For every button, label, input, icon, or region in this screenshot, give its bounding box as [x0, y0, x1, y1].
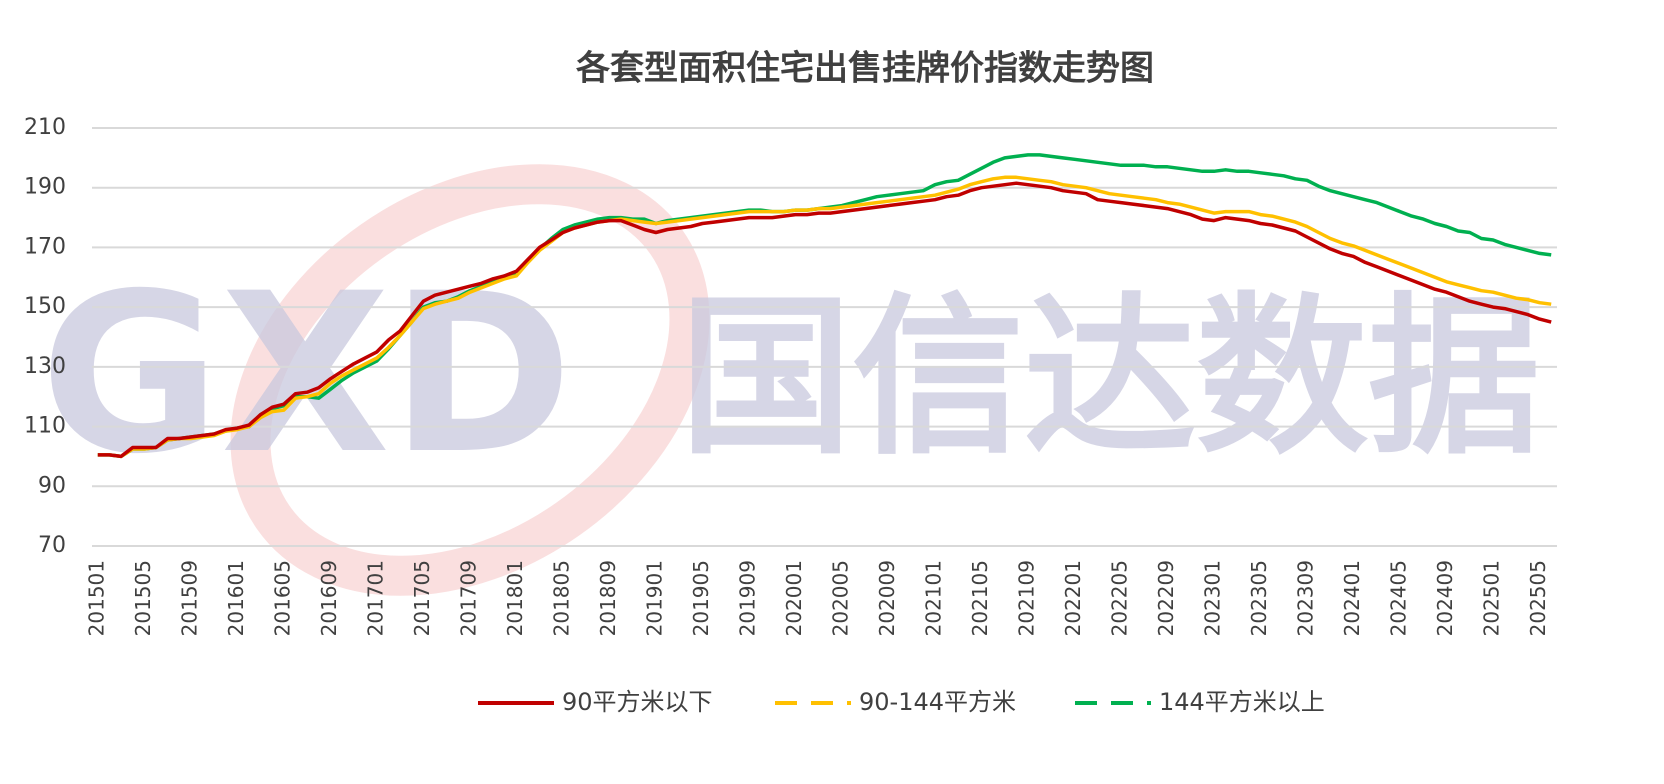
legend-label: 90-144平方米: [859, 688, 1016, 716]
x-tick-label: 201501: [84, 560, 108, 636]
y-tick-label: 170: [24, 234, 66, 259]
y-tick-label: 150: [24, 294, 66, 319]
x-tick-label: 201605: [270, 560, 294, 636]
x-tick-label: 201705: [410, 560, 434, 636]
y-tick-label: 90: [38, 473, 66, 498]
x-tick-label: 202201: [1061, 560, 1085, 636]
x-tick-label: 201801: [503, 560, 527, 636]
legend-label: 144平方米以上: [1159, 688, 1325, 716]
x-tick-label: 202101: [921, 560, 945, 636]
x-tick-label: 202005: [828, 560, 852, 636]
y-tick-label: 130: [24, 354, 66, 379]
y-tick-label: 110: [24, 414, 66, 439]
x-tick-label: 202009: [875, 560, 899, 636]
legend-label: 90平方米以下: [562, 688, 713, 716]
x-tick-label: 201805: [549, 560, 573, 636]
x-tick-label: 202109: [1014, 560, 1038, 636]
x-tick-label: 201505: [131, 560, 155, 636]
x-tick-label: 202505: [1526, 560, 1550, 636]
x-tick-label: 202105: [968, 560, 992, 636]
x-tick-label: 202301: [1201, 560, 1225, 636]
x-tick-label: 201905: [689, 560, 713, 636]
x-tick-label: 201509: [177, 560, 201, 636]
watermark-swoosh: [230, 164, 710, 596]
y-tick-label: 190: [24, 175, 66, 200]
y-tick-label: 70: [38, 533, 66, 558]
x-tick-label: 202309: [1294, 560, 1318, 636]
x-tick-label: 201709: [456, 560, 480, 636]
x-tick-label: 201601: [224, 560, 248, 636]
x-tick-label: 202501: [1480, 560, 1504, 636]
x-tick-label: 202305: [1247, 560, 1271, 636]
x-tick-label: 201701: [363, 560, 387, 636]
x-tick-label: 202205: [1107, 560, 1131, 636]
x-tick-label: 201901: [642, 560, 666, 636]
y-tick-label: 210: [24, 115, 66, 140]
watermark-text: 国信达数据: [680, 277, 1540, 478]
x-tick-label: 201909: [735, 560, 759, 636]
x-tick-label: 202409: [1433, 560, 1457, 636]
x-tick-label: 202405: [1387, 560, 1411, 636]
chart-title: 各套型面积住宅出售挂牌价指数走势图: [576, 49, 1154, 89]
x-tick-label: 202001: [782, 560, 806, 636]
x-tick-label: 202209: [1154, 560, 1178, 636]
watermark-logo: GXD: [40, 246, 573, 502]
x-tick-label: 202401: [1340, 560, 1364, 636]
x-tick-label: 201809: [596, 560, 620, 636]
x-tick-label: 201609: [317, 560, 341, 636]
series-line: [97, 181, 1552, 459]
series-line: [97, 175, 1552, 459]
